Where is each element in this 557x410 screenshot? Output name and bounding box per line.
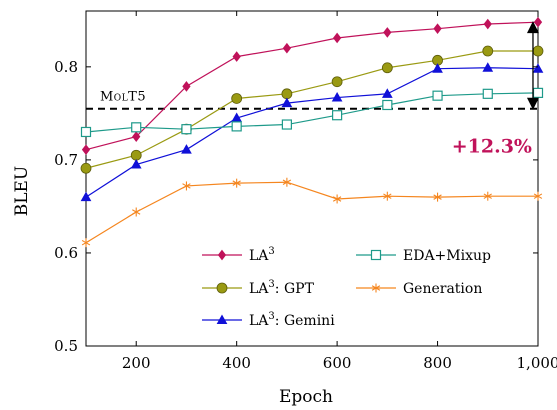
series-la3-gemini (80, 62, 544, 202)
x-tick-label: 600 (323, 354, 352, 372)
legend-marker (217, 249, 227, 261)
data-point (381, 88, 393, 98)
x-tick-label: 1,000 (517, 354, 557, 372)
data-point (281, 119, 292, 130)
data-point (80, 191, 92, 202)
legend-marker (216, 282, 228, 294)
legend-entry: Generation (356, 281, 482, 297)
data-point (483, 18, 492, 30)
series-line (85, 181, 538, 244)
series-group: MolT5 (80, 16, 544, 248)
gain-arrow-head-up (526, 21, 539, 34)
data-point (331, 76, 343, 88)
y-tick-label: 0.5 (54, 337, 78, 355)
legend-label: LA3: Gemini (249, 311, 335, 329)
data-point (232, 178, 241, 188)
reference-line-label: MolT5 (100, 90, 146, 105)
data-point (81, 144, 91, 155)
series-line (85, 92, 539, 133)
data-point (281, 88, 293, 100)
data-point (532, 45, 544, 57)
data-point (433, 23, 442, 34)
legend-label: Generation (403, 281, 482, 297)
series-la3 (81, 16, 543, 155)
data-point (482, 88, 493, 99)
data-point (281, 97, 293, 108)
gain-arrow-head-down (526, 97, 539, 110)
data-point (132, 207, 141, 217)
series-line (85, 21, 539, 151)
data-point (382, 99, 393, 111)
legend-entry: EDA+Mixup (356, 248, 491, 264)
legend-marker (370, 249, 382, 261)
data-point (432, 63, 443, 73)
legend-entry: LA3: Gemini (202, 311, 335, 329)
data-point (130, 159, 142, 169)
data-point (432, 90, 443, 101)
data-point (232, 51, 241, 62)
legend-label: LA3: GPT (249, 279, 315, 297)
series-line (85, 67, 539, 198)
data-point (80, 126, 92, 138)
legend-label: EDA+Mixup (403, 248, 491, 264)
data-point (282, 177, 292, 187)
data-point (231, 121, 242, 132)
y-tick-label: 0.7 (54, 151, 78, 169)
x-axis-label: Epoch (279, 387, 333, 407)
series-generation (81, 177, 543, 248)
data-point (131, 122, 142, 133)
data-point (132, 131, 141, 142)
data-point (383, 191, 392, 201)
plot-area (85, 10, 539, 347)
legend-entry: LA3: GPT (202, 279, 315, 297)
data-point (381, 62, 393, 74)
data-point (332, 32, 342, 44)
axes: Epoch BLEU 200 400 600 800 1,000 0.5 0.6 0.7 0.8 (12, 11, 557, 407)
data-point (181, 124, 192, 135)
legend-label: LA3 (249, 246, 275, 264)
data-point (532, 63, 544, 73)
y-tick-label: 0.6 (54, 244, 78, 262)
legend-marker (371, 283, 381, 293)
plot-frame (85, 10, 539, 347)
series-line (85, 50, 538, 169)
legend-entry: LA3 (202, 246, 275, 264)
data-point (80, 162, 92, 174)
data-point (383, 27, 392, 38)
data-point (332, 110, 343, 121)
data-point (182, 181, 191, 191)
data-point (532, 87, 544, 98)
data-point (282, 42, 292, 54)
data-point (81, 238, 91, 248)
data-point (331, 92, 343, 102)
y-axis-label: BLEU (12, 166, 32, 217)
data-point (332, 194, 342, 204)
annotation-group: +12.3% (452, 21, 539, 158)
gain-annotation: +12.3% (452, 136, 532, 158)
data-point (181, 144, 192, 154)
data-point (533, 191, 543, 201)
x-tick-label: 200 (122, 354, 151, 372)
y-tick-label: 0.8 (54, 58, 78, 76)
data-point (483, 191, 492, 201)
series-eda-mixup (80, 87, 544, 138)
data-point (182, 81, 191, 92)
data-point (533, 16, 543, 28)
legend: LA3 LA3: GPT LA3: Gemini EDA+Mixup Generatio… (202, 246, 491, 329)
data-point (482, 62, 494, 72)
data-point (433, 192, 442, 202)
legend-marker (216, 314, 228, 324)
data-point (231, 93, 243, 104)
data-point (130, 149, 142, 161)
data-point (482, 45, 494, 57)
x-tick-label: 800 (423, 354, 452, 372)
x-tick-label: 400 (222, 354, 251, 372)
